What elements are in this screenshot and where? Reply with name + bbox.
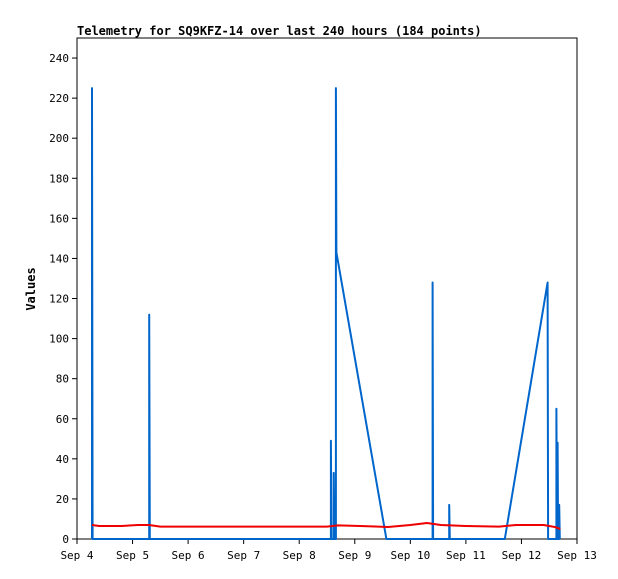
x-tick-label: Sep 12 (502, 549, 542, 562)
y-tick-label: 60 (56, 413, 69, 426)
y-axis: 0 20 40 60 80 100 120 140 160 180 200 220 240 (49, 52, 77, 546)
x-tick-label: Sep 7 (227, 549, 260, 562)
x-tick-label: Sep 9 (338, 549, 371, 562)
x-tick-label: Sep 10 (390, 549, 430, 562)
x-tick-label: Sep 11 (446, 549, 486, 562)
x-tick-label: Sep 13 (557, 549, 597, 562)
plot-frame (76, 37, 578, 540)
y-tick-label: 120 (49, 293, 69, 306)
y-tick-label: 220 (49, 92, 69, 105)
x-tick-label: Sep 4 (60, 549, 93, 562)
y-tick-label: 200 (49, 132, 69, 145)
x-tick-label: Sep 5 (116, 549, 149, 562)
y-axis-label: Values (24, 267, 38, 310)
series-layer (91, 87, 561, 540)
y-tick-label: 20 (56, 493, 69, 506)
series-line-2 (91, 522, 561, 530)
y-tick-label: 0 (62, 533, 69, 546)
x-axis: Sep 4 Sep 5 Sep 6 Sep 7 Sep 8 Sep 9 Sep 10 Sep … (60, 539, 597, 562)
x-tick-label: Sep 8 (283, 549, 316, 562)
y-tick-label: 80 (56, 373, 69, 386)
series-line-1 (91, 87, 561, 540)
y-tick-label: 40 (56, 453, 69, 466)
y-tick-label: 100 (49, 333, 69, 346)
x-tick-label: Sep 6 (172, 549, 205, 562)
y-tick-label: 240 (49, 52, 69, 65)
chart-title: Telemetry for SQ9KFZ-14 over last 240 ho… (77, 24, 482, 38)
y-tick-label: 140 (49, 252, 69, 265)
y-tick-label: 180 (49, 172, 69, 185)
y-tick-label: 160 (49, 212, 69, 225)
